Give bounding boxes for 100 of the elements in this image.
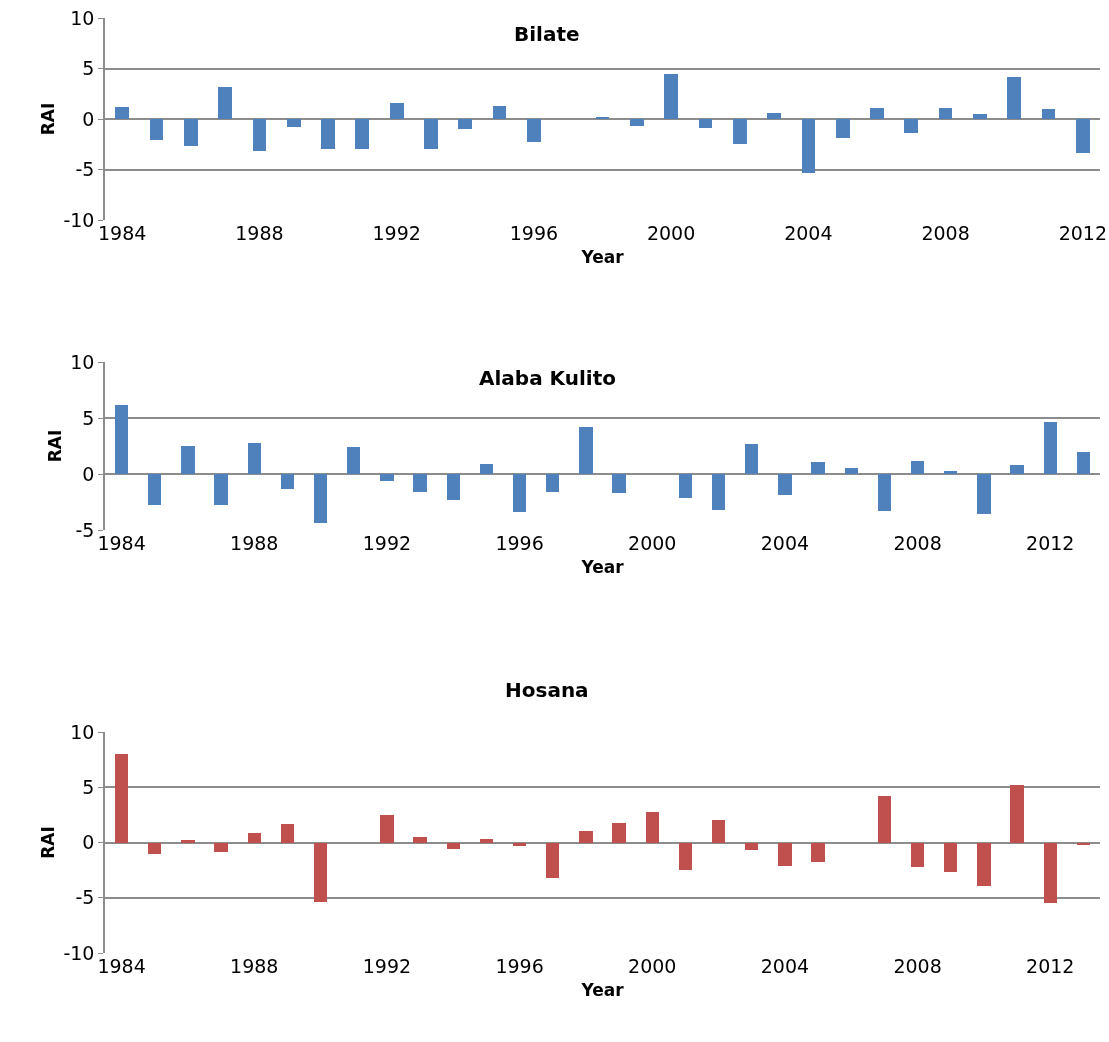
bar [745, 843, 758, 850]
x-tick-label: 2008 [893, 955, 942, 977]
bar [480, 464, 493, 474]
x-tick-label: 2012 [1058, 222, 1108, 244]
y-tick-label: 5 [82, 57, 95, 80]
chart-title: Hosana [505, 678, 589, 702]
bar [248, 833, 261, 843]
bar [778, 474, 792, 495]
bar [424, 119, 438, 149]
bar [973, 114, 987, 119]
x-tick-label: 2000 [628, 532, 677, 554]
bar [148, 843, 161, 854]
bar [977, 843, 991, 886]
bar [115, 107, 129, 119]
y-tick-label: 0 [82, 107, 95, 130]
bar [712, 820, 725, 843]
bar [579, 427, 593, 474]
bar [218, 87, 232, 119]
bar [115, 405, 128, 474]
bar [870, 108, 884, 119]
bar [811, 843, 825, 862]
x-tick-label: 1984 [97, 955, 146, 977]
bar [281, 474, 294, 489]
y-tick-label: 5 [82, 406, 95, 429]
bar [413, 837, 427, 843]
chart-title: Alaba Kulito [479, 366, 617, 390]
x-axis-title: Year [580, 557, 625, 578]
x-tick-label: 2000 [646, 222, 696, 244]
y-tick-label: 10 [70, 720, 95, 743]
bar [458, 119, 472, 129]
y-tick-label: 0 [82, 462, 95, 485]
bar [811, 462, 825, 474]
bar [380, 815, 394, 843]
bar [321, 119, 335, 149]
bar [802, 119, 815, 173]
bar [944, 843, 957, 872]
bar [977, 474, 991, 514]
bar [646, 812, 659, 843]
bar [612, 474, 626, 493]
bar [1077, 452, 1090, 474]
bar [712, 474, 725, 510]
bar [904, 119, 918, 133]
x-tick-label: 2012 [1026, 955, 1075, 977]
bar [1076, 119, 1090, 153]
x-tick-label: 1996 [495, 532, 544, 554]
x-tick-label: 1988 [230, 532, 279, 554]
bar [911, 843, 924, 867]
y-tick-label: -5 [75, 158, 95, 181]
bar [314, 474, 327, 523]
x-tick-label: 1996 [509, 222, 559, 244]
bar [699, 119, 712, 128]
bar [527, 119, 541, 142]
bar [1044, 422, 1057, 474]
y-axis-title: RAI [38, 826, 59, 859]
chart-title: Bilate [514, 22, 580, 46]
bar [579, 831, 593, 843]
x-tick-label: 1988 [230, 955, 279, 977]
bar [630, 119, 644, 126]
bar [181, 446, 195, 474]
x-tick-label: 2008 [921, 222, 970, 244]
y-tick-label: -5 [75, 886, 95, 909]
bar [115, 754, 128, 843]
bar [287, 119, 301, 127]
x-tick-label: 1992 [362, 532, 412, 554]
bar [281, 824, 294, 843]
y-axis-title: RAI [45, 429, 66, 463]
bar [150, 119, 163, 140]
bar [1010, 465, 1024, 474]
x-axis-title: Year [580, 980, 625, 1001]
bar [778, 843, 792, 866]
x-tick-label: 2004 [784, 222, 833, 244]
y-tick-label: 10 [70, 6, 95, 29]
x-tick-label: 2004 [760, 532, 810, 554]
y-tick-label: 10 [70, 350, 95, 373]
bar [664, 74, 678, 119]
bar [939, 108, 952, 119]
bar [480, 839, 493, 843]
bar [314, 843, 327, 902]
bar [546, 474, 559, 492]
bar [878, 796, 891, 843]
bar [1007, 77, 1021, 119]
bar [679, 843, 692, 870]
bar [355, 119, 369, 149]
bar [1010, 785, 1024, 843]
x-tick-label: 1988 [235, 222, 284, 244]
bar [214, 843, 228, 852]
bar [1044, 843, 1057, 903]
x-tick-label: 1992 [372, 222, 421, 244]
bar [733, 119, 747, 144]
y-axis-title: RAI [38, 102, 59, 136]
x-tick-label: 2000 [628, 955, 677, 977]
bar [878, 474, 891, 511]
bar [845, 468, 858, 474]
bar [413, 474, 427, 492]
bar [745, 444, 758, 474]
x-tick-label: 1992 [362, 955, 412, 977]
y-tick-label: -10 [63, 941, 95, 964]
y-tick-label: -5 [75, 518, 95, 541]
bar [679, 474, 692, 498]
bar [148, 474, 161, 505]
